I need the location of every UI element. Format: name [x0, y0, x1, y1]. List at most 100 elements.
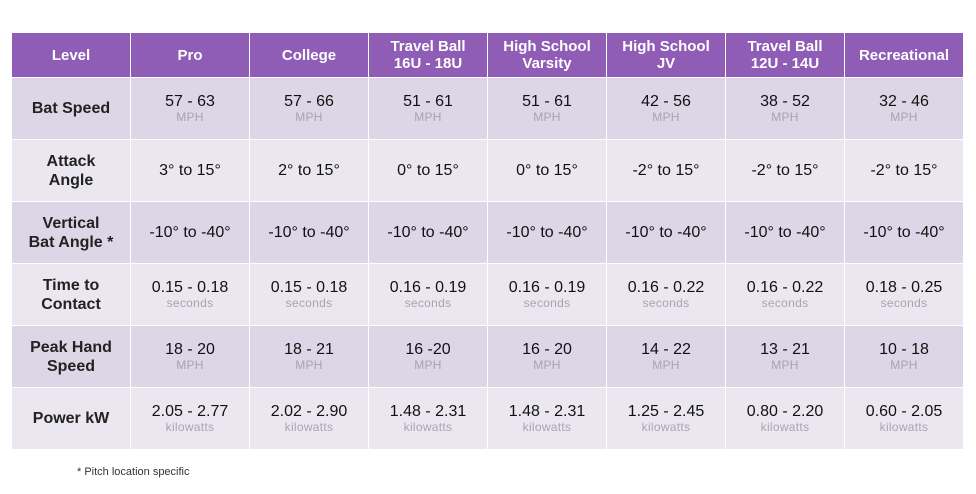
cell-value: -2° to 15° [870, 161, 938, 179]
table-cell: 0.15 - 0.18 seconds [130, 263, 250, 326]
cell-value: 42 - 56 [641, 93, 691, 110]
table-row: Time to Contact 0.15 - 0.18 seconds 0.15 - … [11, 263, 964, 326]
table-cell: 0° to 15° [487, 139, 607, 202]
column-header: Travel Ball 16U - 18U [368, 32, 488, 78]
cell-value: 10 - 18 [879, 341, 929, 358]
table-cell: -10° to -40° [487, 201, 607, 264]
table-cell: 0.15 - 0.18 seconds [249, 263, 369, 326]
cell-unit: MPH [295, 358, 323, 372]
cell-unit: MPH [652, 110, 680, 124]
cell-unit: seconds [166, 296, 214, 310]
table-row: Bat Speed 57 - 63 MPH 57 - 66 MPH 51 - 61 MPH 5… [11, 77, 964, 140]
table-cell: 2.05 - 2.77 kilowatts [130, 387, 250, 450]
cell-value: 2.05 - 2.77 [151, 403, 229, 420]
table-cell: 42 - 56 MPH [606, 77, 726, 140]
table-cell: -10° to -40° [249, 201, 369, 264]
swing-metrics-table: Level Pro College Travel Ball 16U - 18U High… [11, 32, 964, 450]
column-header-level: Level [11, 32, 131, 78]
table-cell: -10° to -40° [368, 201, 488, 264]
table-cell: 16 - 20 MPH [487, 325, 607, 388]
cell-value: 1.48 - 2.31 [389, 403, 467, 420]
cell-unit: MPH [771, 358, 799, 372]
table-cell: 51 - 61 MPH [487, 77, 607, 140]
row-header: Peak Hand Speed [11, 325, 131, 388]
cell-value: 0.60 - 2.05 [865, 403, 943, 420]
table-cell: 0.80 - 2.20 kilowatts [725, 387, 845, 450]
cell-value: 38 - 52 [760, 93, 810, 110]
table-cell: -2° to 15° [725, 139, 845, 202]
cell-value: 0.16 - 0.22 [627, 279, 705, 296]
cell-value: 16 - 20 [522, 341, 572, 358]
cell-value: 13 - 21 [760, 341, 810, 358]
cell-value: 0.18 - 0.25 [865, 279, 943, 296]
cell-value: -10° to -40° [863, 223, 945, 241]
row-header: Bat Speed [11, 77, 131, 140]
cell-value: 57 - 63 [165, 93, 215, 110]
cell-value: 51 - 61 [522, 93, 572, 110]
cell-unit: MPH [890, 358, 918, 372]
cell-value: 0.16 - 0.19 [508, 279, 586, 296]
column-header: High School Varsity [487, 32, 607, 78]
table-cell: 0.16 - 0.22 seconds [725, 263, 845, 326]
cell-value: 18 - 21 [284, 341, 334, 358]
table-cell: -10° to -40° [130, 201, 250, 264]
table-cell: 14 - 22 MPH [606, 325, 726, 388]
cell-unit: seconds [880, 296, 928, 310]
cell-unit: MPH [533, 110, 561, 124]
cell-value: -10° to -40° [744, 223, 826, 241]
table-cell: 2° to 15° [249, 139, 369, 202]
table-cell: 0.18 - 0.25 seconds [844, 263, 964, 326]
cell-value: 32 - 46 [879, 93, 929, 110]
cell-unit: kilowatts [522, 420, 572, 434]
cell-value: 0.15 - 0.18 [151, 279, 229, 296]
cell-unit: kilowatts [641, 420, 691, 434]
table-cell: 1.25 - 2.45 kilowatts [606, 387, 726, 450]
table-cell: 18 - 20 MPH [130, 325, 250, 388]
table-row: Peak Hand Speed 18 - 20 MPH 18 - 21 MPH 16 -2… [11, 325, 964, 388]
cell-value: 57 - 66 [284, 93, 334, 110]
cell-value: 18 - 20 [165, 341, 215, 358]
cell-value: 0° to 15° [516, 161, 578, 179]
header-row: Level Pro College Travel Ball 16U - 18U High… [11, 32, 964, 78]
table-cell: 51 - 61 MPH [368, 77, 488, 140]
cell-value: -10° to -40° [506, 223, 588, 241]
table-cell: 57 - 63 MPH [130, 77, 250, 140]
cell-unit: kilowatts [284, 420, 334, 434]
cell-value: -10° to -40° [268, 223, 350, 241]
cell-unit: seconds [523, 296, 571, 310]
table-cell: 0.16 - 0.19 seconds [368, 263, 488, 326]
table-cell: 32 - 46 MPH [844, 77, 964, 140]
column-header: Recreational [844, 32, 964, 78]
table-body: Bat Speed 57 - 63 MPH 57 - 66 MPH 51 - 61 MPH 5… [11, 77, 964, 450]
table-cell: 18 - 21 MPH [249, 325, 369, 388]
cell-value: 51 - 61 [403, 93, 453, 110]
cell-unit: MPH [176, 358, 204, 372]
cell-value: -10° to -40° [625, 223, 707, 241]
cell-unit: MPH [414, 110, 442, 124]
cell-value: 1.48 - 2.31 [508, 403, 586, 420]
cell-unit: seconds [642, 296, 690, 310]
row-header: Power kW [11, 387, 131, 450]
cell-value: 0.15 - 0.18 [270, 279, 348, 296]
table-cell: 57 - 66 MPH [249, 77, 369, 140]
cell-value: -10° to -40° [387, 223, 469, 241]
cell-value: 3° to 15° [159, 161, 221, 179]
cell-unit: MPH [771, 110, 799, 124]
cell-value: 2.02 - 2.90 [270, 403, 348, 420]
table-cell: 13 - 21 MPH [725, 325, 845, 388]
cell-unit: MPH [295, 110, 323, 124]
row-header: Attack Angle [11, 139, 131, 202]
table-cell: 38 - 52 MPH [725, 77, 845, 140]
cell-value: -2° to 15° [632, 161, 700, 179]
table-cell: 0.16 - 0.22 seconds [606, 263, 726, 326]
table-cell: 1.48 - 2.31 kilowatts [368, 387, 488, 450]
table-cell: 16 -20 MPH [368, 325, 488, 388]
cell-unit: kilowatts [403, 420, 453, 434]
cell-unit: kilowatts [760, 420, 810, 434]
cell-unit: MPH [890, 110, 918, 124]
table-cell: 2.02 - 2.90 kilowatts [249, 387, 369, 450]
table-cell: 10 - 18 MPH [844, 325, 964, 388]
table-cell: -2° to 15° [606, 139, 726, 202]
cell-value: 16 -20 [405, 341, 451, 358]
cell-unit: seconds [761, 296, 809, 310]
